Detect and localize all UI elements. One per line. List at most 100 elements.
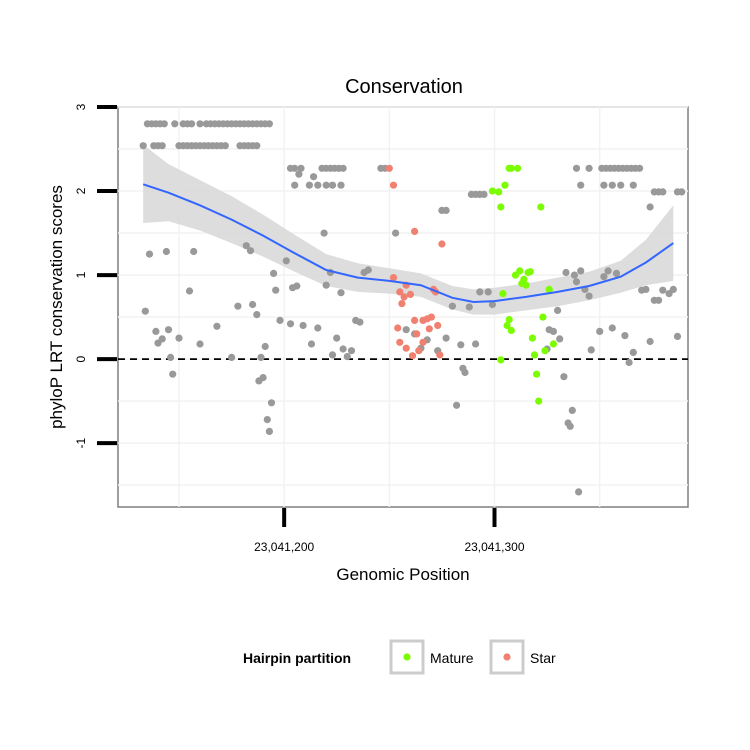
- star-point: [411, 227, 419, 235]
- other-point: [402, 326, 410, 334]
- other-point: [337, 181, 345, 189]
- other-point: [196, 120, 204, 128]
- other-point: [299, 321, 307, 330]
- other-point: [562, 268, 570, 277]
- legend-dot-mature: [403, 653, 411, 661]
- other-point: [213, 322, 221, 330]
- other-point: [659, 286, 667, 294]
- other-point: [461, 368, 469, 377]
- other-point: [560, 373, 568, 381]
- other-point: [196, 340, 204, 348]
- mature-point: [501, 181, 509, 189]
- other-point: [604, 267, 612, 275]
- other-point: [642, 285, 650, 293]
- other-point: [297, 164, 305, 172]
- other-point: [305, 181, 313, 189]
- other-point: [265, 120, 273, 128]
- other-point: [577, 181, 585, 189]
- mature-point: [541, 347, 549, 355]
- other-point: [356, 318, 364, 326]
- other-point: [270, 269, 278, 277]
- other-point: [171, 120, 179, 128]
- star-point: [394, 324, 402, 332]
- confidence-band-area: [143, 144, 674, 315]
- mature-point: [495, 188, 503, 196]
- other-point: [600, 181, 608, 189]
- other-point: [158, 335, 166, 343]
- y-axis-title: phyloP LRT conservation scores: [47, 185, 66, 429]
- mature-point: [528, 334, 537, 342]
- other-point: [314, 181, 322, 189]
- mature-point: [505, 316, 513, 324]
- star-point: [385, 164, 393, 172]
- other-point: [556, 335, 564, 343]
- other-point: [343, 353, 351, 361]
- other-point: [453, 401, 461, 409]
- other-point: [442, 206, 450, 214]
- mature-point: [539, 313, 547, 321]
- other-point: [655, 296, 663, 304]
- y-tick-label: 0: [74, 355, 88, 362]
- other-point: [228, 353, 236, 361]
- other-point: [286, 320, 295, 328]
- legend-label-star: Star: [530, 650, 556, 666]
- other-point: [549, 327, 558, 335]
- mature-point: [503, 321, 511, 330]
- other-point: [659, 188, 667, 196]
- other-point: [617, 181, 625, 189]
- star-point: [425, 325, 433, 333]
- mature-point: [530, 351, 539, 359]
- mature-point: [497, 203, 505, 211]
- other-point: [164, 326, 173, 334]
- y-tick-label: 2: [74, 187, 88, 194]
- other-point: [621, 332, 629, 340]
- other-point: [566, 422, 574, 430]
- other-point: [188, 120, 196, 128]
- other-point: [246, 247, 255, 255]
- other-point: [307, 340, 316, 348]
- other-point: [141, 307, 149, 315]
- star-point: [438, 240, 446, 248]
- legend-dot-star: [503, 653, 511, 661]
- other-point: [339, 164, 347, 172]
- other-point: [575, 488, 583, 496]
- x-axis-title: Genomic Position: [336, 565, 469, 584]
- other-point: [139, 142, 147, 150]
- other-point: [572, 278, 581, 286]
- mature-point: [520, 275, 528, 283]
- other-point: [612, 269, 621, 277]
- mature-point: [535, 397, 543, 405]
- mature-point: [545, 285, 553, 293]
- other-point: [442, 334, 450, 342]
- other-point: [152, 327, 160, 335]
- other-point: [608, 324, 616, 332]
- mature-point: [507, 326, 515, 335]
- other-point: [577, 267, 585, 275]
- star-point: [413, 330, 421, 338]
- chart-title: Conservation: [345, 76, 463, 98]
- other-point: [175, 334, 183, 342]
- other-point: [568, 406, 576, 414]
- smooth-line: [142, 183, 674, 304]
- other-point: [347, 347, 356, 355]
- other-point: [608, 181, 616, 189]
- mature-point: [522, 281, 530, 289]
- other-point: [253, 142, 261, 150]
- other-point: [448, 302, 456, 310]
- star-point: [434, 321, 442, 330]
- other-point: [629, 181, 637, 189]
- other-point: [596, 327, 604, 335]
- legend-title: Hairpin partition: [243, 650, 351, 666]
- star-point: [396, 288, 404, 296]
- other-point: [322, 281, 330, 289]
- star-point: [411, 316, 419, 324]
- other-point: [169, 370, 177, 378]
- y-tick-label: 3: [74, 103, 88, 110]
- other-point: [646, 337, 654, 346]
- smooth-line-path: [142, 183, 674, 304]
- other-point: [392, 229, 400, 237]
- other-point: [272, 286, 280, 294]
- other-point: [339, 345, 347, 353]
- other-point: [337, 289, 345, 297]
